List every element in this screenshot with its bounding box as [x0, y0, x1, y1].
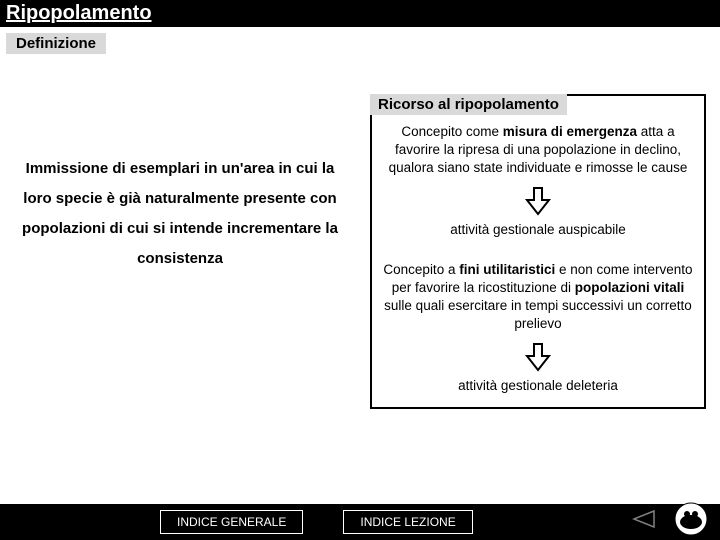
bold-text: popolazioni vitali [575, 280, 685, 295]
footer-bar: INDICE GENERALE INDICE LEZIONE [0, 504, 720, 540]
ricorso-panel: Ricorso al ripopolamento Concepito come … [370, 94, 706, 409]
arrow-down-icon [523, 186, 553, 216]
bold-text: fini utilitaristici [459, 262, 555, 277]
paragraph-1: Concepito come misura di emergenza atta … [372, 115, 704, 182]
text: Concepito come [401, 124, 502, 139]
page-title: Ripopolamento [0, 0, 720, 27]
definition-text: Immissione di esemplari in un'area in cu… [20, 154, 340, 274]
arrow-down-icon [523, 342, 553, 372]
bold-text: misura di emergenza [503, 124, 637, 139]
indice-generale-button[interactable]: INDICE GENERALE [160, 510, 303, 534]
paragraph-2: Concepito a fini utilitaristici e non co… [372, 253, 704, 338]
indice-lezione-button[interactable]: INDICE LEZIONE [343, 510, 472, 534]
text: sulle quali esercitare in tempi successi… [384, 298, 692, 331]
ricorso-title: Ricorso al ripopolamento [370, 94, 567, 115]
footer-icons [630, 502, 708, 536]
activity-1: attività gestionale auspicabile [372, 220, 704, 239]
back-arrow-icon[interactable] [630, 509, 656, 529]
activity-2: attività gestionale deleteria [372, 376, 704, 395]
logo-icon [674, 502, 708, 536]
text: Concepito a [383, 262, 459, 277]
subtitle-label: Definizione [6, 33, 106, 54]
